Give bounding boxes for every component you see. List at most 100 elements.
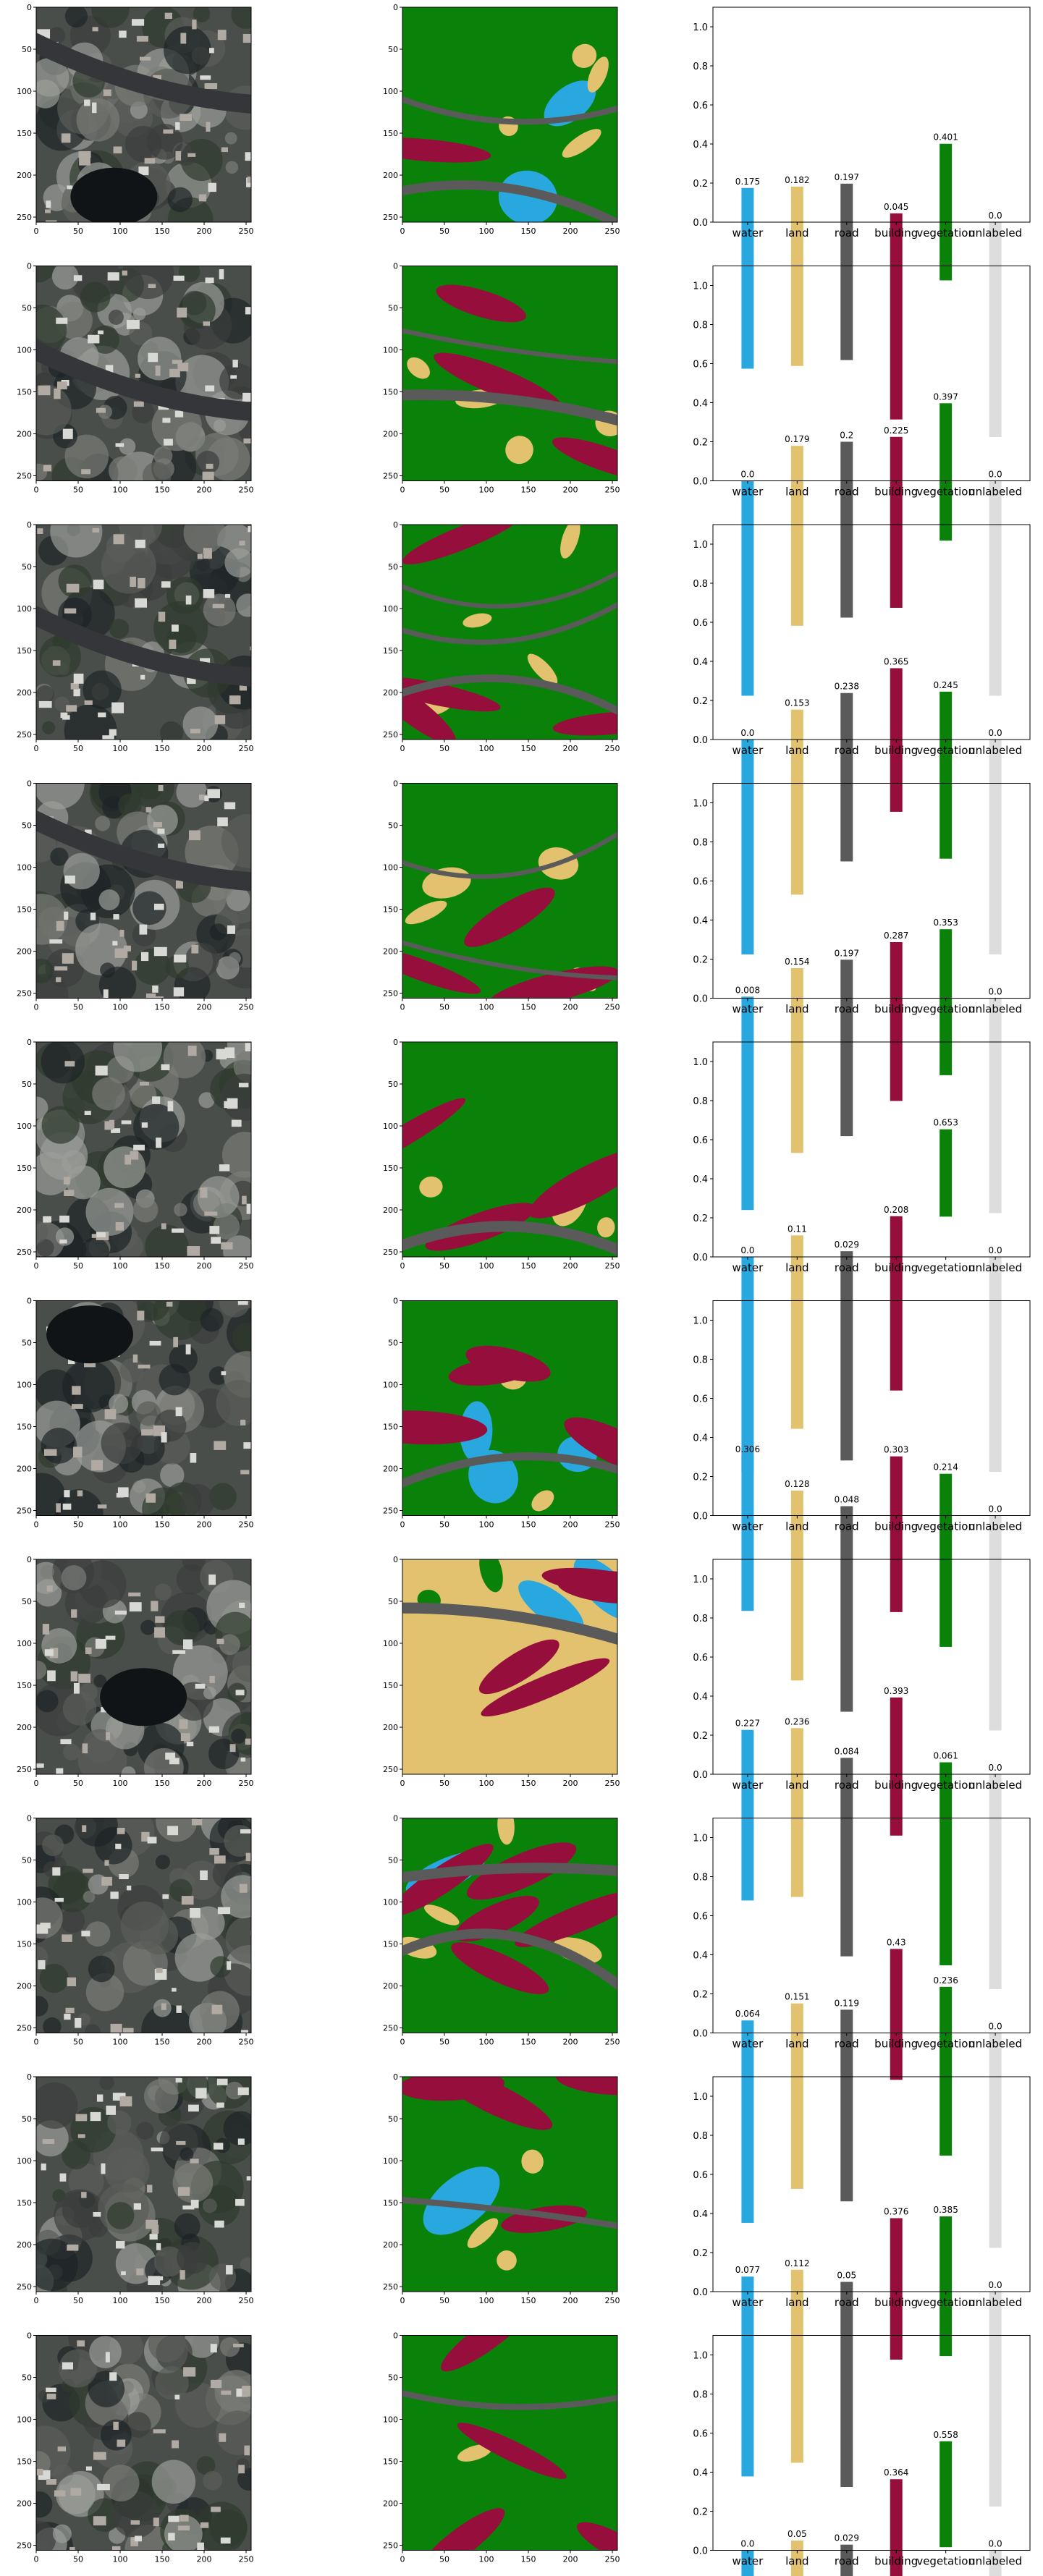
rooftop <box>202 471 214 480</box>
y-tick-label: 150 <box>17 1423 32 1432</box>
terrain-blob <box>221 1073 251 1122</box>
rooftop <box>54 388 61 399</box>
satellite-image-8 <box>36 1818 251 2033</box>
y-tick-label: 0.6 <box>693 101 708 111</box>
rooftop <box>134 2535 142 2542</box>
rooftop <box>203 548 212 559</box>
terrain-blob <box>48 27 66 44</box>
rooftop <box>217 1441 224 1449</box>
rooftop <box>136 2268 144 2276</box>
rooftop <box>138 1364 151 1369</box>
x-tick-label: 50 <box>439 226 449 236</box>
terrain-blob <box>41 1428 77 1464</box>
terrain-blob <box>64 434 109 479</box>
rooftop <box>151 2147 164 2152</box>
terrain-blob <box>160 1462 185 1488</box>
category-label: road <box>835 1520 859 1533</box>
y-tick-label: 250 <box>383 2541 398 2551</box>
rooftop <box>182 2205 195 2210</box>
terrain-blob <box>177 2242 209 2274</box>
rooftop <box>56 381 67 390</box>
terrain-blob <box>180 2147 194 2161</box>
x-tick-label: 0 <box>34 1779 39 1788</box>
land-region <box>424 1905 460 1925</box>
building-region <box>402 2077 504 2101</box>
rooftop <box>216 2102 224 2108</box>
road-region <box>402 570 617 609</box>
rooftop <box>238 2465 245 2474</box>
category-label: building <box>874 2296 918 2309</box>
y-tick-label: 250 <box>383 989 398 999</box>
land-region <box>527 653 558 685</box>
rooftop <box>70 682 79 690</box>
land-region <box>407 357 430 379</box>
y-tick-label: 100 <box>17 863 32 873</box>
rooftop <box>231 1119 242 1127</box>
mask-axes-1: 0 0 50 50 100 100 150 150 200 200 250 250 <box>383 3 620 236</box>
bar-value-label: 0.401 <box>933 132 958 143</box>
terrain-blob <box>91 7 130 28</box>
rooftop <box>235 2198 245 2206</box>
terrain-blob <box>91 682 109 701</box>
y-tick-label: 200 <box>17 2499 32 2509</box>
bar-water <box>741 2276 754 2477</box>
rooftop <box>111 2546 121 2551</box>
x-tick-label: 150 <box>155 1520 170 1530</box>
rooftop <box>165 1753 176 1760</box>
bar-value-label: 0.0 <box>989 1763 1002 1773</box>
category-label: water <box>732 1261 764 1274</box>
x-tick-label: 100 <box>113 2038 128 2047</box>
terrain-blob <box>191 46 210 65</box>
vegetation-region <box>479 1559 503 1593</box>
rooftop <box>209 48 214 54</box>
bar-land <box>790 709 803 895</box>
rooftop <box>149 2234 158 2240</box>
category-label: unlabeled <box>968 1779 1022 1792</box>
x-tick-label: 50 <box>439 2038 449 2047</box>
rooftop <box>183 2367 196 2377</box>
rooftop <box>85 1647 92 1654</box>
rooftop <box>67 1977 77 1986</box>
y-tick-label: 0.2 <box>693 2507 708 2518</box>
land-region <box>457 2444 492 2462</box>
x-tick-label: 250 <box>605 486 620 495</box>
rooftop <box>145 1493 156 1503</box>
rooftop <box>103 989 109 999</box>
mask-frame <box>402 1818 618 2033</box>
rooftop <box>44 1649 54 1656</box>
rooftop <box>62 428 73 439</box>
y-tick-label: 0.0 <box>693 2287 708 2298</box>
y-tick-label: 200 <box>383 2499 398 2509</box>
rooftop <box>174 410 184 418</box>
y-tick-label: 0 <box>27 1814 32 1823</box>
satellite-frame <box>35 1300 252 1516</box>
category-label: land <box>785 744 808 757</box>
rooftop <box>93 580 104 590</box>
satellite-frame <box>35 2335 252 2551</box>
satellite-frame <box>35 1818 252 2033</box>
x-tick-label: 150 <box>521 1261 536 1271</box>
rooftop <box>116 2240 125 2249</box>
category-label: building <box>874 1003 918 1016</box>
rooftop <box>78 1674 91 1683</box>
rooftop <box>43 1449 57 1456</box>
y-tick-label: 100 <box>383 1639 398 1648</box>
rooftop <box>240 1757 246 1762</box>
rooftop <box>149 1340 161 1346</box>
rooftop <box>64 875 75 884</box>
bar-vegetation <box>939 1986 953 2156</box>
rooftop <box>46 2387 56 2392</box>
rooftop <box>176 2140 186 2145</box>
category-label: water <box>732 2296 764 2309</box>
x-tick-label: 150 <box>155 1779 170 1788</box>
terrain-blob <box>42 1834 64 1857</box>
x-tick-label: 100 <box>479 486 494 495</box>
terrain-blob <box>184 2335 219 2358</box>
x-tick-label: 0 <box>400 1520 405 1530</box>
rooftop <box>96 1232 106 1237</box>
rooftop <box>78 151 91 158</box>
bar-chart-7: 0.0 0.2 0.4 0.6 0.8 1.0 0.227 water 0.236 land 0.0… <box>693 1559 1031 1989</box>
y-tick-label: 0.6 <box>693 1653 708 1664</box>
terrain-blob <box>36 305 67 355</box>
y-tick-label: 0 <box>393 1297 398 1306</box>
